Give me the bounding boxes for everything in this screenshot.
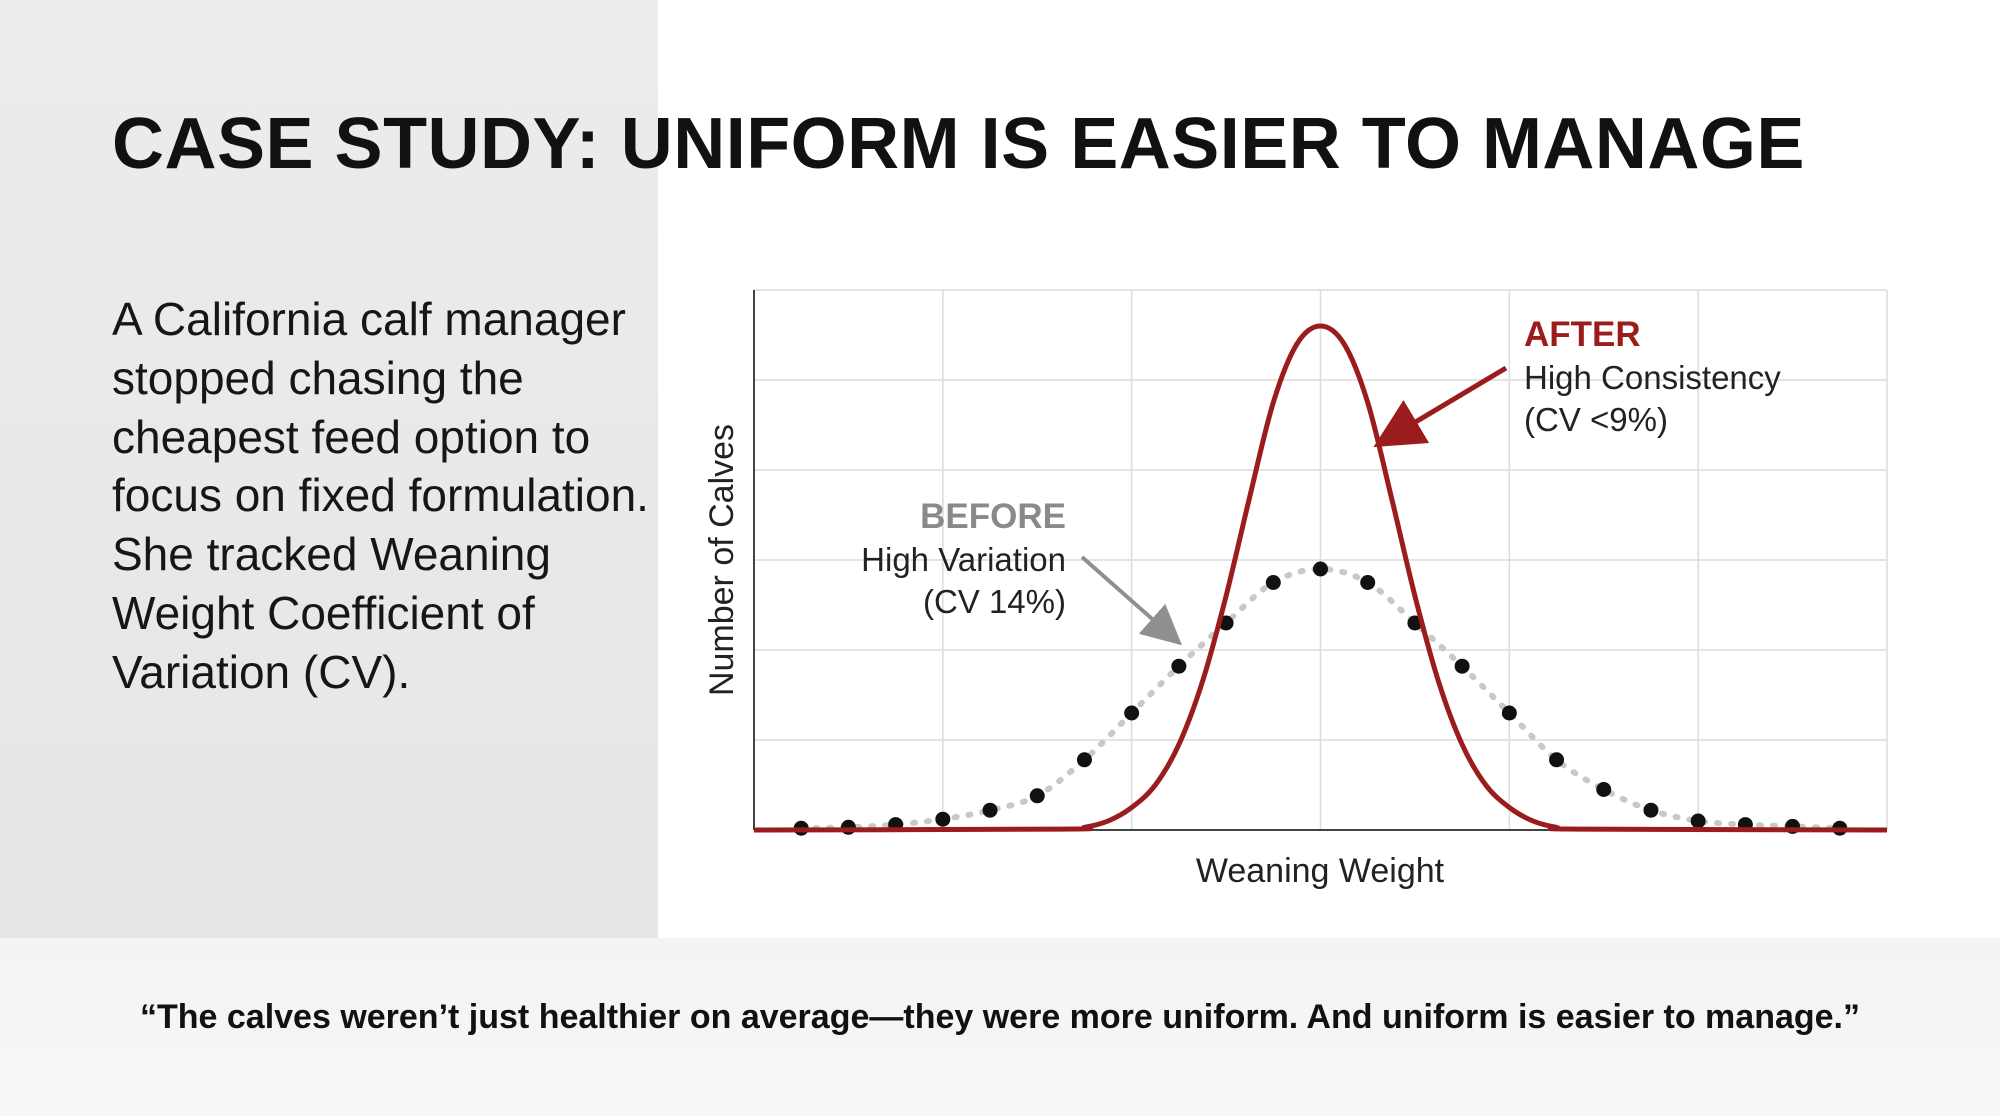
after-series-line <box>753 323 1888 833</box>
after-annotation-line1: High Consistency <box>1524 359 1781 396</box>
before-annotation-heading: BEFORE <box>920 497 1066 536</box>
before-data-point <box>1029 788 1045 804</box>
before-data-point <box>1596 782 1612 797</box>
after-annotation-line2: (CV <9%) <box>1524 401 1668 438</box>
after-annotation-heading: AFTER <box>1524 315 1641 354</box>
before-data-point <box>1360 575 1376 590</box>
before-data-point <box>1076 752 1092 768</box>
before-data-point <box>982 802 998 818</box>
series-after <box>753 323 1888 833</box>
before-annotation-line1: High Variation <box>861 541 1066 578</box>
before-annotation-line2: (CV 14%) <box>923 583 1066 620</box>
x-axis-label: Weaning Weight <box>1196 852 1445 890</box>
before-series-dotted-line <box>798 565 1843 832</box>
intro-paragraph: A California calf manager stopped chasin… <box>112 293 649 698</box>
before-data-point <box>1643 802 1659 818</box>
before-annotation-arrow <box>1080 555 1182 646</box>
after-annotation-arrow <box>1373 365 1508 448</box>
quote-band-background <box>0 938 2000 1116</box>
y-axis-label: Number of Calves <box>703 424 741 696</box>
left-panel-background <box>0 0 658 938</box>
before-data-point <box>1265 575 1281 590</box>
weaning-weight-distribution-chart: AFTER High Consistency (CV <9%) BEFORE H… <box>703 289 1888 890</box>
before-data-point <box>1690 813 1706 829</box>
before-data-point <box>1171 658 1187 674</box>
before-data-point <box>1313 561 1328 577</box>
slide-title: CASE STUDY: UNIFORM IS EASIER TO MANAGE <box>112 104 1805 184</box>
before-data-point <box>1454 658 1470 674</box>
chart-grid <box>754 289 1888 830</box>
before-data-point <box>1124 705 1140 721</box>
before-data-point <box>935 811 951 827</box>
testimonial-quote: “The calves weren’t just healthier on av… <box>139 998 1860 1036</box>
before-data-point <box>1501 705 1517 721</box>
before-data-point <box>1549 752 1565 768</box>
